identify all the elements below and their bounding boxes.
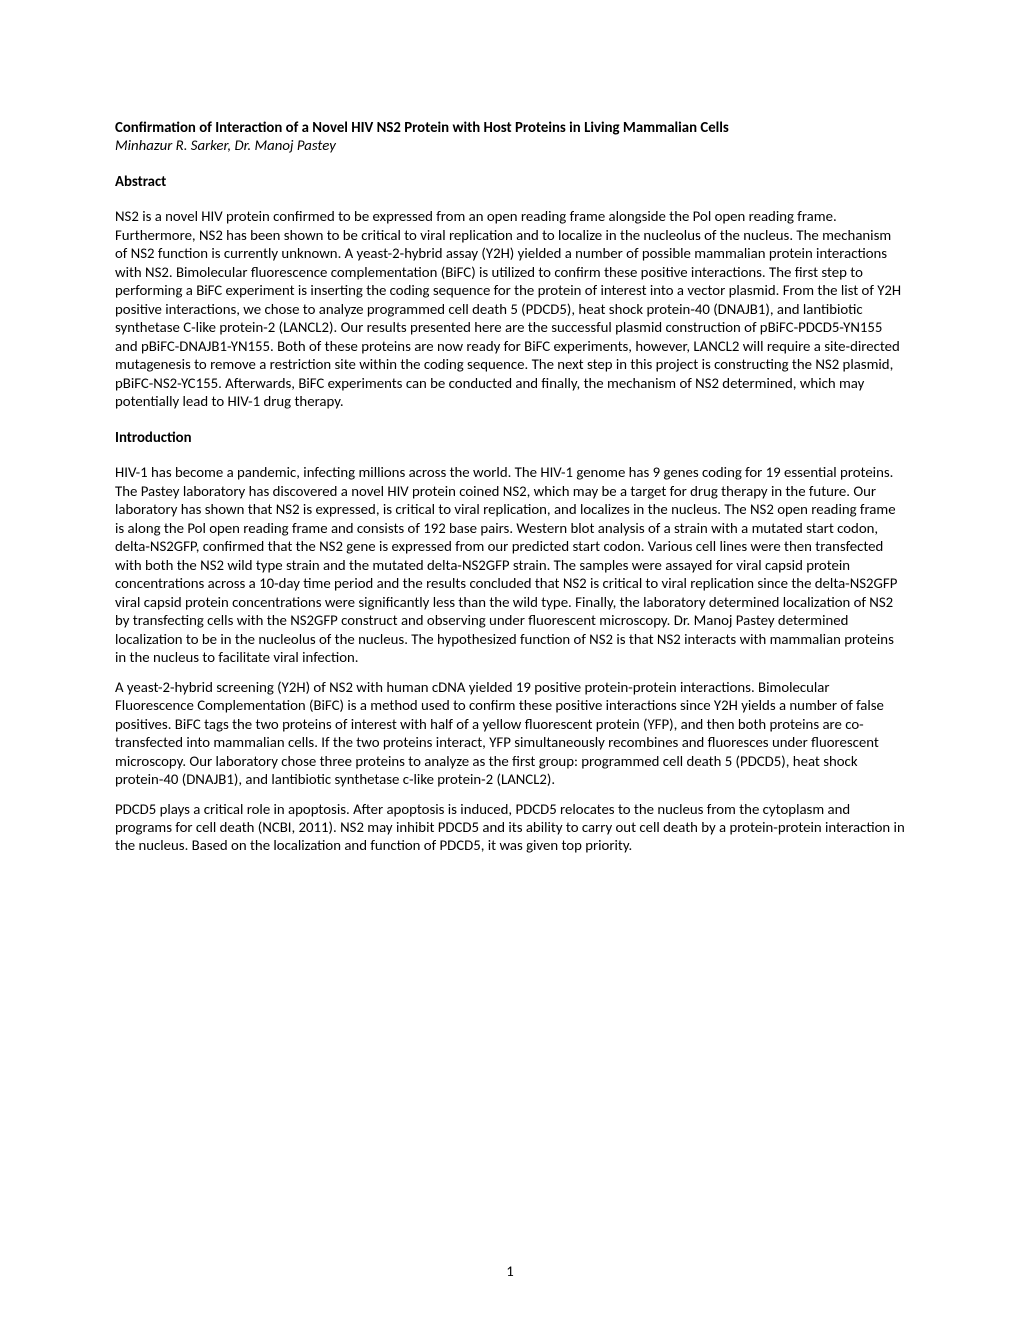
page: Confirmation of Interaction of a Novel H…	[0, 0, 1020, 1320]
introduction-paragraph-1: HIV-1 has become a pandemic, infecting m…	[115, 463, 905, 666]
introduction-paragraph-2: A yeast-2-hybrid screening (Y2H) of NS2 …	[115, 678, 905, 789]
abstract-heading: Abstract	[115, 172, 905, 190]
abstract-paragraph: NS2 is a novel HIV protein confirmed to …	[115, 207, 905, 410]
paper-authors: Minhazur R. Sarker, Dr. Manoj Pastey	[115, 136, 905, 154]
page-number: 1	[0, 1262, 1020, 1280]
paper-title: Confirmation of Interaction of a Novel H…	[115, 118, 905, 136]
introduction-paragraph-3: PDCD5 plays a critical role in apoptosis…	[115, 800, 905, 855]
introduction-heading: Introduction	[115, 428, 905, 446]
